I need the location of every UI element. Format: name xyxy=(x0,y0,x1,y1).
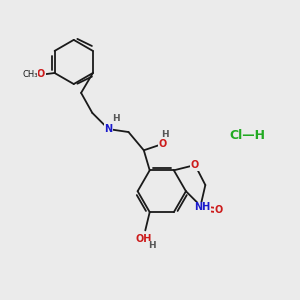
Text: Cl—H: Cl—H xyxy=(229,129,265,142)
Text: H: H xyxy=(112,114,120,123)
Text: H: H xyxy=(148,241,156,250)
Text: O: O xyxy=(214,206,222,215)
Text: NH: NH xyxy=(194,202,210,212)
Text: CH₃: CH₃ xyxy=(22,70,38,79)
Text: O: O xyxy=(37,70,45,80)
Text: N: N xyxy=(104,124,112,134)
Text: H: H xyxy=(161,130,169,139)
Text: O: O xyxy=(191,160,199,170)
Text: OH: OH xyxy=(136,234,152,244)
Text: O: O xyxy=(159,139,167,149)
